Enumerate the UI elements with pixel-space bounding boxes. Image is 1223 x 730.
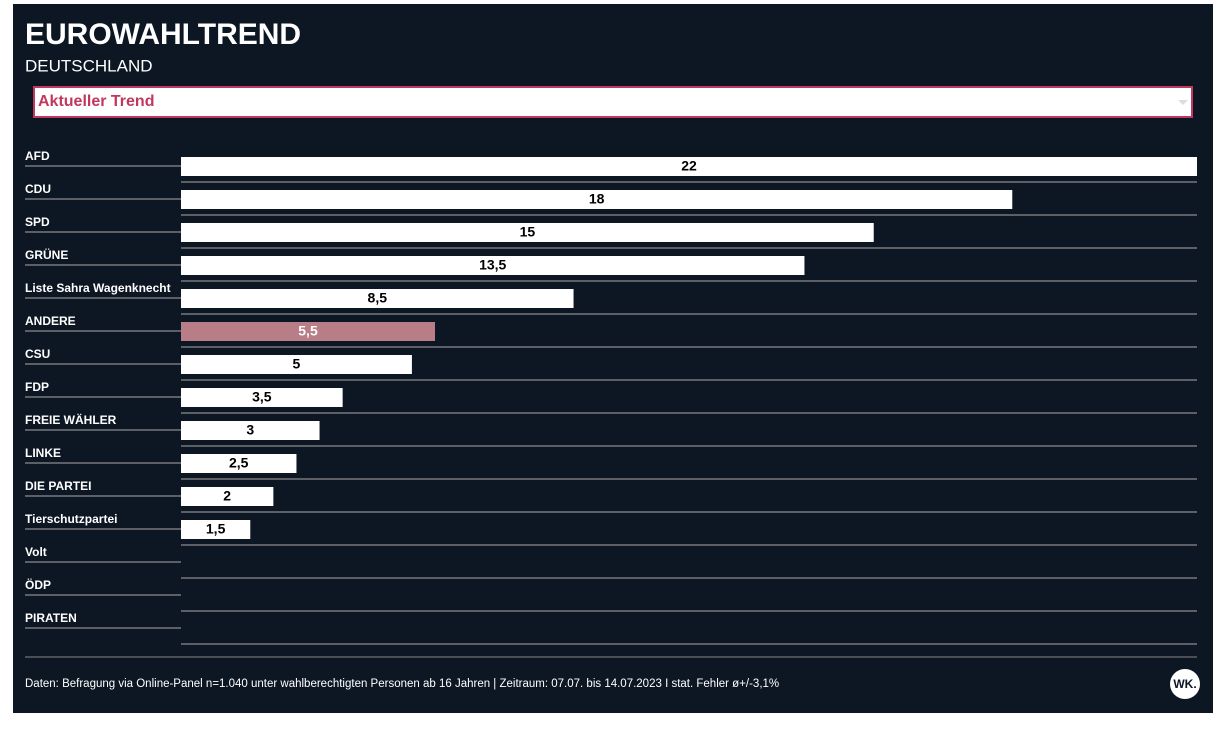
category-label: CSU	[25, 347, 50, 361]
value-label: 2	[223, 488, 231, 504]
category-label: PIRATEN	[25, 611, 77, 625]
bar	[181, 520, 251, 539]
category-label: FREIE WÄHLER	[25, 412, 117, 427]
category-label: DIE PARTEI	[25, 479, 91, 493]
value-label: 5	[293, 356, 301, 372]
value-label: 5,5	[298, 323, 318, 339]
category-label: ÖDP	[25, 577, 51, 592]
bar	[181, 487, 274, 506]
bar	[181, 322, 435, 341]
category-label: Volt	[25, 545, 47, 559]
dropdown-label[interactable]: Aktueller Trend	[38, 93, 154, 110]
dropdown[interactable]	[33, 86, 1193, 118]
chart-title: EUROWAHLTREND	[25, 18, 301, 51]
category-label: AFD	[25, 149, 50, 163]
bar	[181, 421, 320, 440]
category-label: FDP	[25, 380, 49, 394]
category-label: SPD	[25, 215, 50, 229]
value-label: 8,5	[368, 290, 388, 306]
value-label: 13,5	[479, 257, 506, 273]
bar	[181, 223, 874, 242]
value-label: 3	[246, 422, 254, 438]
bar	[181, 256, 805, 275]
category-label: ANDERE	[25, 314, 76, 328]
footnote: Daten: Befragung via Online-Panel n=1.04…	[25, 678, 779, 690]
bar	[181, 157, 1197, 176]
category-label: Liste Sahra Wagenknecht	[25, 281, 171, 295]
logo	[1170, 669, 1200, 699]
category-label: CDU	[25, 182, 51, 196]
bar	[181, 190, 1013, 209]
dropdown-arrow[interactable]	[1178, 100, 1188, 105]
value-label: 3,5	[252, 389, 272, 405]
category-label: LINKE	[25, 446, 61, 460]
bar	[181, 454, 297, 473]
value-label: 18	[589, 191, 605, 207]
logo-text: WK.	[1173, 677, 1196, 691]
value-label: 15	[520, 224, 536, 240]
value-label: 2,5	[229, 455, 249, 471]
chart-subtitle: DEUTSCHLAND	[25, 56, 153, 75]
bar	[181, 355, 412, 374]
category-label: GRÜNE	[25, 247, 68, 262]
bar	[181, 289, 574, 308]
value-label: 22	[681, 158, 697, 174]
value-label: 1,5	[206, 521, 226, 537]
bar	[181, 388, 343, 407]
category-label: Tierschutzpartei	[25, 512, 117, 526]
